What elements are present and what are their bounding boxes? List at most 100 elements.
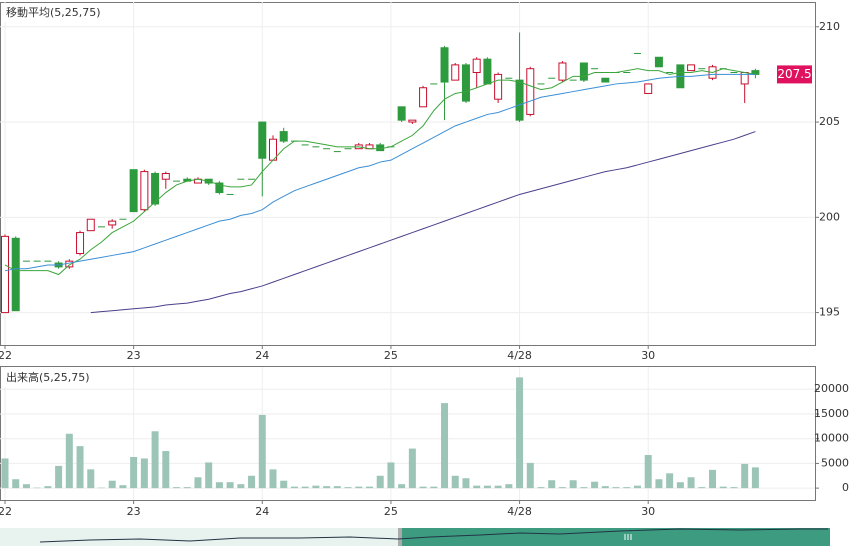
y-tick-label: 200: [819, 210, 840, 223]
x-tick-label: 24: [255, 505, 269, 518]
navigator: [0, 528, 830, 546]
candle-body: [558, 62, 567, 81]
volume-bar: [376, 475, 384, 489]
y-tick-label: 0: [842, 481, 849, 494]
volume-bar: [194, 477, 202, 489]
price-panel: [0, 2, 816, 346]
y-tick-label: 10000: [814, 432, 849, 445]
volume-bar: [494, 485, 502, 489]
candle-body: [108, 220, 117, 226]
candle-body: [129, 169, 138, 213]
volume-bar: [205, 462, 213, 489]
volume-bar: [419, 486, 427, 489]
volume-title: 出来高(5,25,75): [6, 370, 90, 384]
volume-bar: [730, 487, 738, 489]
volume-bar: [130, 456, 138, 489]
volume-bar: [355, 486, 363, 489]
volume-bar: [87, 469, 95, 489]
volume-bar: [1, 458, 9, 489]
candle-body: [601, 77, 610, 83]
volume-bar: [687, 477, 695, 489]
volume-bar: [569, 480, 577, 489]
candle-body: [161, 173, 170, 180]
navigator-line: [39, 528, 828, 543]
volume-bar: [473, 485, 481, 489]
candle-body: [397, 106, 406, 121]
last-price-box: [777, 65, 812, 84]
volume-bar: [151, 431, 159, 489]
volume-bar: [666, 473, 674, 489]
volume-bar: [430, 486, 438, 489]
y-tick-label: 5000: [821, 456, 849, 469]
title-bg: [4, 4, 132, 22]
volume-bar: [290, 486, 298, 489]
volume-bar: [741, 463, 749, 489]
volume-panel: [0, 366, 816, 501]
volume-bar: [580, 487, 588, 489]
volume-bar: [558, 487, 566, 489]
moving-average-line: [4, 73, 756, 272]
candle-body: [472, 58, 481, 74]
candle-body: [644, 83, 653, 94]
navigator-grip: [624, 534, 632, 540]
volume-bar: [280, 480, 288, 489]
navigator-handle: [398, 528, 402, 546]
candle-body: [408, 119, 417, 123]
volume-bar: [633, 485, 641, 489]
volume-bar: [12, 479, 20, 489]
volume-bar: [623, 487, 631, 489]
volume-bar: [644, 455, 652, 489]
volume-bar: [269, 469, 277, 489]
y-tick-label: 195: [819, 306, 840, 319]
x-tick-label: 30: [641, 505, 655, 518]
volume-bar: [483, 485, 491, 489]
x-tick-label: 4/28: [507, 349, 532, 362]
volume-bar: [441, 403, 449, 489]
candle-body: [376, 144, 385, 152]
candle-body: [140, 171, 149, 211]
volume-bar: [108, 480, 116, 489]
candle-body: [151, 173, 160, 205]
volume-bar: [301, 486, 309, 489]
candle-body: [579, 62, 588, 81]
x-tick-label: 25: [384, 505, 398, 518]
volume-bar: [215, 482, 223, 489]
volume-bar: [226, 482, 234, 489]
volume-bar: [237, 484, 245, 489]
x-tick-label: 25: [384, 349, 398, 362]
volume-bar: [387, 462, 395, 489]
volume-bar: [719, 486, 727, 489]
price-title: 移動平均(5,25,75): [6, 5, 101, 19]
volume-bar: [55, 465, 63, 489]
volume-bar: [258, 414, 266, 489]
volume-bar: [526, 462, 534, 489]
candle-body: [440, 47, 449, 83]
candle-body: [419, 87, 428, 108]
volume-bar: [76, 446, 84, 489]
volume-bar: [655, 479, 663, 489]
volume-bar: [751, 467, 759, 489]
x-tick-label: 23: [127, 505, 141, 518]
volume-bar: [162, 451, 170, 489]
x-tick-label: 22: [0, 505, 12, 518]
volume-bar: [516, 377, 524, 489]
x-tick-label: 23: [127, 349, 141, 362]
x-tick-label: 24: [255, 349, 269, 362]
volume-bar: [44, 486, 52, 489]
volume-bar: [462, 478, 470, 489]
candle-body: [483, 58, 492, 85]
last-price-label: 207.5: [777, 67, 811, 81]
volume-bar: [22, 484, 30, 489]
candle-body: [461, 64, 470, 102]
candle-body: [515, 79, 524, 121]
volume-bar: [248, 475, 256, 489]
x-tick-label: 22: [0, 349, 12, 362]
volume-bar: [709, 469, 717, 489]
navigator-left: [0, 528, 400, 546]
volume-bar: [698, 487, 706, 489]
volume-bar: [323, 486, 331, 489]
volume-bar: [365, 486, 373, 489]
y-tick-label: 210: [819, 20, 840, 33]
